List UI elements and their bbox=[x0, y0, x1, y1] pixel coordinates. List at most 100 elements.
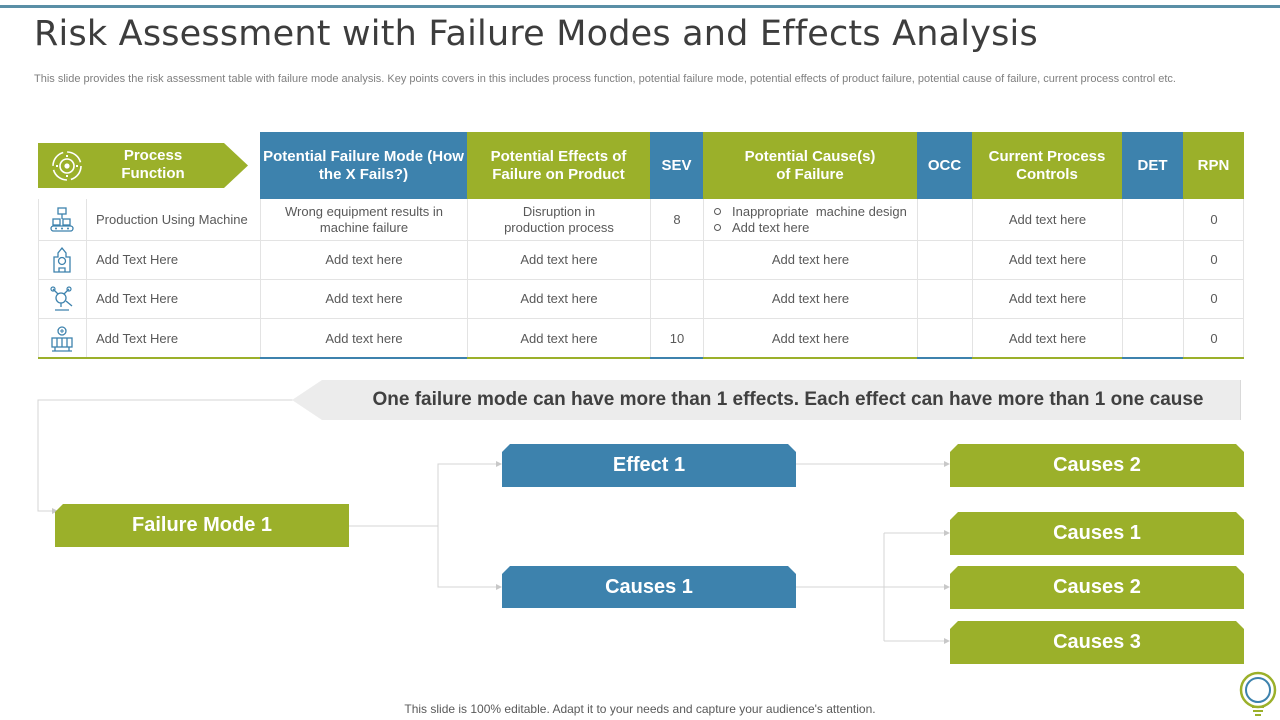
controls-cell: Add text here bbox=[972, 319, 1122, 358]
effects-cell: Add text here bbox=[467, 280, 650, 318]
top-accent-rule bbox=[0, 5, 1280, 8]
failure-mode-cell: Wrong equipment results in machine failu… bbox=[260, 199, 467, 240]
footer-note: This slide is 100% editable. Adapt it to… bbox=[404, 702, 876, 716]
cause-text: Add text here bbox=[732, 219, 810, 235]
list-item: Inappropriate machine design bbox=[714, 204, 907, 220]
effect-box: Effect 1 bbox=[502, 444, 796, 487]
failure-mode-cell: Add text here bbox=[260, 241, 467, 279]
header-sev: SEV bbox=[650, 132, 703, 199]
cause-child-box: Causes 1 bbox=[950, 512, 1244, 555]
header-rpn: RPN bbox=[1183, 132, 1244, 199]
bottom-accent bbox=[1122, 357, 1183, 359]
bottom-accent bbox=[972, 357, 1122, 359]
rpn-cell: 0 bbox=[1183, 199, 1244, 240]
failure-mode-cell: Add text here bbox=[260, 319, 467, 358]
cause-child-box: Causes 3 bbox=[950, 621, 1244, 664]
process-cell: Add Text Here bbox=[86, 280, 260, 318]
bottom-accent bbox=[703, 357, 917, 359]
effects-cell: Add text here bbox=[467, 319, 650, 358]
failure-mode-cell: Add text here bbox=[260, 280, 467, 318]
bottom-accent bbox=[917, 357, 972, 359]
cause-child-label: Causes 3 bbox=[1053, 631, 1141, 653]
sev-cell: 10 bbox=[650, 319, 703, 358]
controls-cell: Add text here bbox=[972, 241, 1122, 279]
process-function-arrow-shape bbox=[38, 143, 248, 188]
table-row: Add Text Here Add text here Add text her… bbox=[38, 241, 1244, 280]
causes-box: Causes 1 bbox=[502, 566, 796, 608]
table-row: Add Text Here Add text here Add text her… bbox=[38, 319, 1244, 358]
controls-cell: Add text here bbox=[972, 199, 1122, 240]
banner-end-cap bbox=[1240, 380, 1244, 420]
process-cell: Production Using Machine bbox=[86, 199, 260, 240]
process-cell: Add Text Here bbox=[86, 241, 260, 279]
occ-cell bbox=[917, 280, 972, 318]
header-controls: Current Process Controls bbox=[972, 132, 1122, 199]
det-cell bbox=[1122, 241, 1183, 279]
banner-text: One failure mode can have more than 1 ef… bbox=[372, 389, 1204, 410]
det-cell bbox=[1122, 199, 1183, 240]
causes-cell: Inappropriate machine design Add text he… bbox=[703, 199, 917, 240]
bottom-accent bbox=[1183, 357, 1244, 359]
sev-cell: 8 bbox=[650, 199, 703, 240]
failure-mode-label: Failure Mode 1 bbox=[131, 514, 273, 536]
causes-cell: Add text here bbox=[703, 280, 917, 318]
rpn-cell: 0 bbox=[1183, 319, 1244, 358]
conveyor-machine-icon bbox=[50, 206, 74, 232]
slide-title: Risk Assessment with Failure Modes and E… bbox=[34, 14, 1038, 54]
header-failure-mode: Potential Failure Mode (How the X Fails?… bbox=[260, 132, 467, 199]
bullet-icon bbox=[714, 208, 721, 215]
header-causes: Potential Cause(s) of Failure bbox=[703, 132, 917, 199]
effect-cause-box: Causes 2 bbox=[950, 444, 1244, 487]
lightbulb-icon bbox=[1239, 671, 1277, 716]
factory-icon bbox=[53, 246, 71, 273]
process-cell: Add Text Here bbox=[86, 319, 260, 358]
effects-cell: Disruption in production process bbox=[467, 199, 650, 240]
info-banner: One failure mode can have more than 1 ef… bbox=[292, 380, 1244, 420]
robot-arm-icon bbox=[50, 286, 73, 311]
failure-mode-box: Failure Mode 1 bbox=[55, 504, 349, 547]
header-det: DET bbox=[1122, 132, 1183, 199]
occ-cell bbox=[917, 199, 972, 240]
controls-cell: Add text here bbox=[972, 280, 1122, 318]
table-row: Production Using Machine Wrong equipment… bbox=[38, 199, 1244, 241]
header-effects: Potential Effects of Failure on Product bbox=[467, 132, 650, 199]
row-icon-cell bbox=[38, 199, 86, 240]
row-icon-cell bbox=[38, 280, 86, 318]
bottom-accent bbox=[38, 357, 260, 359]
causes-label: Causes 1 bbox=[605, 575, 693, 598]
effects-cell: Add text here bbox=[467, 241, 650, 279]
bottom-accent bbox=[467, 357, 650, 359]
row-icon-cell bbox=[38, 319, 86, 358]
slide-description: This slide provides the risk assessment … bbox=[34, 73, 1176, 85]
bottom-accent bbox=[650, 357, 703, 359]
process-function-label: Process Function bbox=[121, 147, 185, 182]
det-cell bbox=[1122, 319, 1183, 358]
rpn-cell: 0 bbox=[1183, 280, 1244, 318]
row-icon-cell bbox=[38, 241, 86, 279]
process-function-header: Process Function bbox=[38, 143, 248, 188]
effect-cause-label: Causes 2 bbox=[1053, 454, 1141, 476]
occ-cell bbox=[917, 319, 972, 358]
assembly-line-icon bbox=[51, 325, 73, 352]
bottom-accent bbox=[260, 357, 467, 359]
causes-cell: Add text here bbox=[703, 319, 917, 358]
causes-list: Inappropriate machine design Add text he… bbox=[714, 204, 907, 236]
cause-text: Inappropriate machine design bbox=[732, 203, 907, 219]
effect-label: Effect 1 bbox=[612, 454, 686, 476]
table-row: Add Text Here Add text here Add text her… bbox=[38, 280, 1244, 319]
cause-child-label: Causes 2 bbox=[1053, 576, 1141, 598]
det-cell bbox=[1122, 280, 1183, 318]
sev-cell bbox=[650, 280, 703, 318]
fmea-table: Process Function Potential Failure Mode … bbox=[38, 132, 1244, 359]
rpn-cell: 0 bbox=[1183, 241, 1244, 279]
sev-cell bbox=[650, 241, 703, 279]
occ-cell bbox=[917, 241, 972, 279]
cause-child-label: Causes 1 bbox=[1053, 522, 1141, 544]
list-item: Add text here bbox=[714, 220, 907, 236]
gear-cycle-icon bbox=[52, 151, 82, 181]
header-occ: OCC bbox=[917, 132, 972, 199]
cause-child-box: Causes 2 bbox=[950, 566, 1244, 609]
causes-cell: Add text here bbox=[703, 241, 917, 279]
bullet-icon bbox=[714, 224, 721, 231]
